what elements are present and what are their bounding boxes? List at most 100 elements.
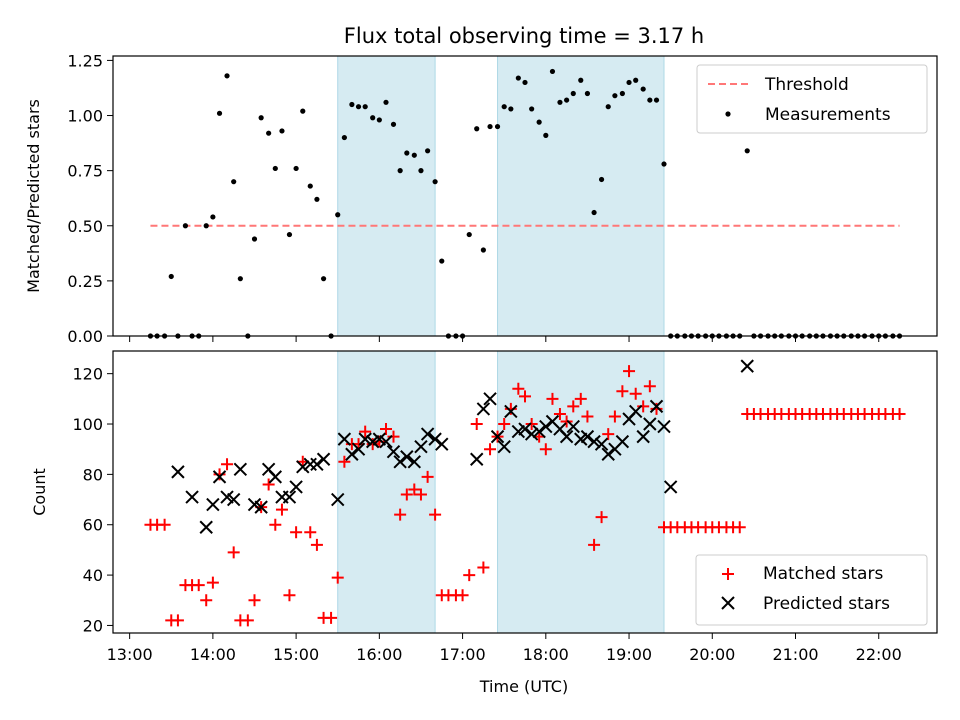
x-tick-label: 15:00 <box>273 645 319 664</box>
measurement-point <box>543 132 549 138</box>
measurement-point <box>362 104 368 110</box>
legend-predicted-swatch <box>721 596 735 610</box>
predicted-star-point <box>594 437 609 451</box>
measurement-point <box>168 273 174 280</box>
predicted-star-point <box>740 359 754 373</box>
measurement-point <box>182 223 189 229</box>
measurement-point <box>293 165 299 172</box>
matched-star-point <box>213 468 226 481</box>
matched-star-point <box>512 382 525 395</box>
matched-star-point <box>588 538 601 551</box>
measurement-point <box>619 90 625 97</box>
matched-star-point <box>643 380 656 393</box>
matched-star-point <box>200 594 213 607</box>
measurement-point <box>404 150 410 156</box>
predicted-star-point <box>331 492 345 507</box>
matched-star-point <box>275 503 288 516</box>
y-tick-label: 60 <box>83 516 103 535</box>
measurement-point <box>744 148 750 154</box>
predicted-star-point <box>532 424 546 439</box>
legend-measurements-swatch <box>725 111 731 117</box>
y-tick-label: 1.25 <box>67 51 103 70</box>
matched-star-point <box>325 611 338 624</box>
measurement-point <box>272 165 278 172</box>
matched-star-point <box>241 614 254 627</box>
y-tick-label: 0.75 <box>67 162 103 181</box>
measurement-point <box>355 104 362 110</box>
matched-star-point <box>602 428 615 441</box>
predicted-star-point <box>393 455 407 469</box>
matched-star-point <box>304 526 317 539</box>
y-tick-label: 1.00 <box>67 107 103 126</box>
count-legend: Matched stars Predicted stars <box>695 554 928 626</box>
matched-star-point <box>567 400 580 413</box>
matched-star-point <box>560 415 573 428</box>
predicted-star-point <box>268 470 283 484</box>
legend-matched-swatch <box>722 568 734 580</box>
predicted-star-point <box>337 432 352 446</box>
matched-star-point <box>733 521 746 534</box>
matched-star-point <box>414 488 427 501</box>
predicted-star-point <box>497 439 511 454</box>
predicted-star-point <box>185 490 199 504</box>
y-tick-label: 0.50 <box>67 217 103 236</box>
matched-star-point <box>574 392 587 405</box>
x-tick-label: 22:00 <box>856 645 902 664</box>
predicted-star-point <box>212 470 227 484</box>
measurement-point <box>231 179 237 185</box>
predicted-star-point <box>649 399 664 414</box>
measurement-point <box>570 90 576 97</box>
predicted-star-point <box>601 447 615 461</box>
predicted-star-point <box>358 432 372 446</box>
measurement-point <box>584 90 591 97</box>
matched-star-point <box>553 407 566 420</box>
matched-star-point <box>650 402 663 415</box>
measurement-point <box>466 231 472 238</box>
matched-star-point <box>608 410 621 423</box>
measurement-point <box>549 68 556 75</box>
measurement-point <box>640 86 646 92</box>
legend-threshold-label: Threshold <box>764 75 849 95</box>
matched-star-point <box>380 423 393 436</box>
y-tick-label: 40 <box>83 566 103 585</box>
ratio-axes-frame <box>112 55 938 337</box>
measurement-point <box>390 121 397 127</box>
measurement-point <box>314 196 320 202</box>
count-y-axis-label: Count <box>30 468 49 516</box>
ratio-y-axis-label: Matched/Predicted stars <box>24 99 43 293</box>
predicted-star-point <box>504 404 518 419</box>
legend-matched-label: Matched stars <box>763 564 883 584</box>
matched-star-point <box>616 385 629 398</box>
predicted-star-point <box>657 419 671 434</box>
matched-star-point <box>408 483 421 496</box>
count-panel: 20 40 60 80 100 120 13:00 14:00 15:00 16:00 17:00 1… <box>30 350 938 696</box>
predicted-star-point <box>663 480 678 494</box>
measurement-point <box>418 168 424 174</box>
measurement-point <box>210 214 216 220</box>
predicted-star-point <box>316 452 331 466</box>
matched-star-point <box>525 418 538 431</box>
measurement-point <box>578 77 584 83</box>
matched-star-point <box>269 518 282 531</box>
measurement-point <box>605 104 611 110</box>
measurement-point <box>307 183 313 189</box>
predicted-star-point <box>476 402 491 416</box>
x-tick-label: 13:00 <box>107 645 153 664</box>
y-tick-label: 0.00 <box>67 327 103 346</box>
measurement-point <box>432 179 438 185</box>
measurement-point <box>439 258 445 264</box>
predicted-star-point <box>233 462 248 477</box>
matched-star-point <box>463 569 476 582</box>
observing-interval-0 <box>337 55 436 337</box>
measurement-point <box>487 123 493 130</box>
ratio-legend: Threshold Measurements <box>696 64 928 134</box>
ratio-ticks: 0.00 0.25 0.50 0.75 1.00 1.25 <box>67 51 880 346</box>
y-tick-label: 100 <box>72 415 103 434</box>
predicted-star-point <box>539 419 553 434</box>
measurement-point <box>508 106 514 112</box>
matched-star-point <box>262 478 275 491</box>
measurement-point <box>494 123 501 130</box>
measurement-point <box>300 108 306 114</box>
measurement-point <box>251 236 258 242</box>
